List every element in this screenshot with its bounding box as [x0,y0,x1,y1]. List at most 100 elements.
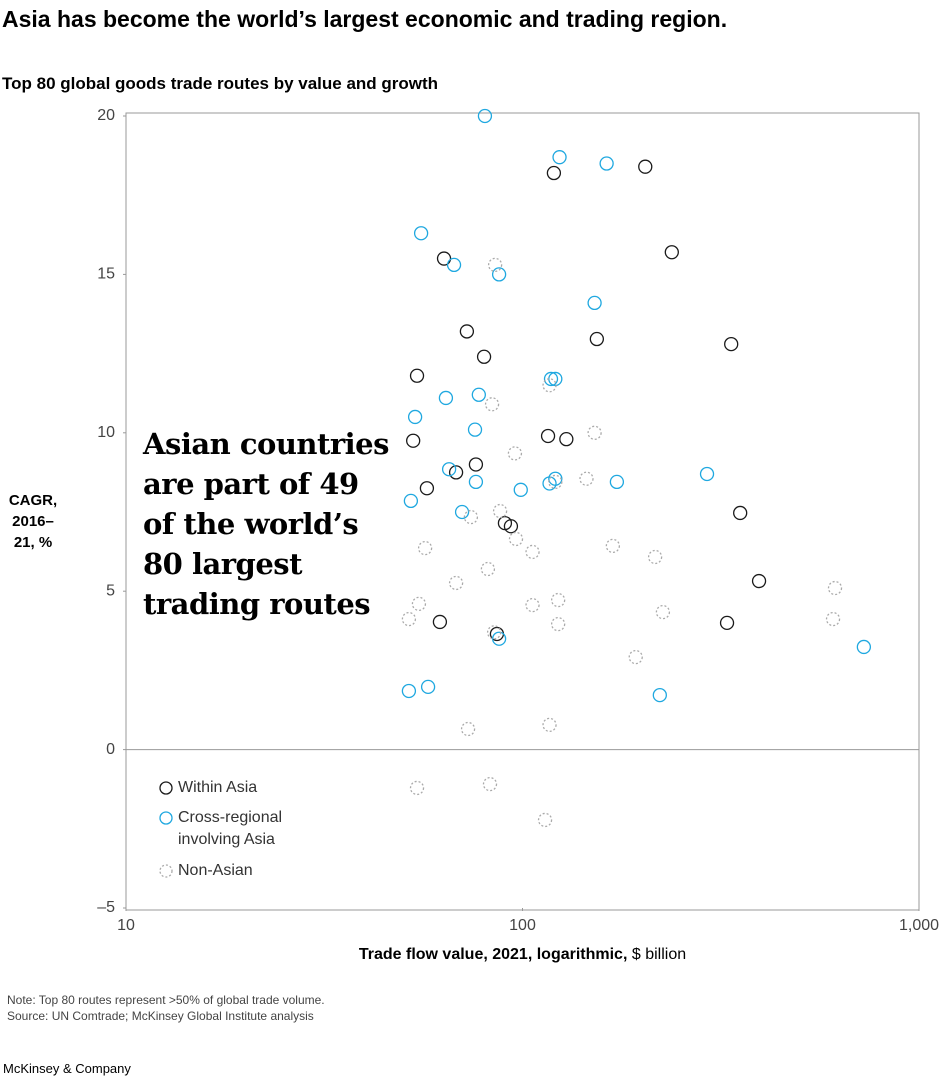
data-point [550,616,566,632]
data-point [647,549,663,565]
y-tick-label: 10 [97,424,115,441]
legend-label: Cross-regional involving Asia [178,809,283,848]
y-tick-label: –5 [97,899,115,916]
data-point [401,611,417,627]
data-point [432,614,448,630]
data-point [438,390,454,406]
legend-label: Within Asia [178,779,258,796]
data-point [417,540,433,556]
data-point [525,544,540,560]
legend-swatch [159,781,173,795]
data-point [468,474,484,490]
data-point [467,422,483,437]
data-point [543,371,559,387]
data-point [507,446,523,461]
data-point [513,482,528,497]
data-point [413,226,429,241]
data-point [480,561,496,577]
data-point [751,573,767,589]
data-point [587,425,602,440]
data-point [492,503,508,519]
data-point [441,462,457,477]
data-point [407,409,423,425]
chart-title: Asia has become the world’s largest econ… [2,6,728,32]
y-tick-label: 15 [97,266,115,283]
data-point [471,387,486,402]
data-point [628,649,643,665]
data-point [486,625,502,640]
data-point [655,604,671,620]
data-point [525,597,540,613]
data-point [406,433,421,448]
annotation: Asian countries are part of 49 of the wo… [143,427,389,621]
data-point [409,368,425,383]
data-point [446,257,462,273]
note: Note: Top 80 routes represent >50% of gl… [7,993,325,1007]
legend-label: Non-Asian [178,862,253,879]
x-tick-label: 10 [117,917,135,934]
data-point [542,476,557,491]
data-point [477,108,493,124]
data-point [664,245,679,260]
data-point [733,505,748,521]
data-point [546,165,562,181]
data-point [508,531,524,547]
data-point [487,257,503,273]
data-point [699,466,715,482]
source: Source: UN Comtrade; McKinsey Global Ins… [7,1009,314,1023]
y-tick-label: 20 [97,107,115,124]
data-point [484,397,500,412]
data-point [719,615,735,631]
data-point [609,474,625,490]
data-point [638,159,653,174]
legend-swatch [159,811,173,825]
data-point [548,474,563,490]
data-point [579,471,594,486]
y-tick-label: 5 [106,582,115,599]
x-axis-label: Trade flow value, 2021, logarithmic, $ b… [126,946,919,964]
data-point [559,431,574,447]
data-point [468,457,484,472]
x-axis-unit: $ billion [631,946,687,963]
data-point [476,349,492,364]
data-point [482,776,498,792]
data-point [401,683,417,699]
data-point [403,493,419,509]
data-point [827,580,843,596]
y-axis-label: CAGR, 2016–21, % [8,492,58,551]
data-point [503,519,519,534]
data-point [419,481,435,496]
data-point [540,428,556,444]
data-point [548,471,563,486]
data-point [454,504,470,520]
data-point [605,538,621,554]
data-point [542,378,557,393]
data-point [542,717,557,733]
data-point [436,251,452,266]
data-point [491,631,507,646]
y-tick-label: 0 [106,741,115,758]
brand: McKinsey & Company [3,1061,131,1076]
data-point [491,267,507,282]
data-point [589,331,605,347]
data-point [652,687,667,703]
data-point [448,465,464,480]
data-point [552,150,567,165]
data-point [825,611,841,627]
x-axis-label-main: Trade flow value, 2021, logarithmic, [358,946,628,963]
data-point [550,592,566,608]
data-point [420,679,436,695]
x-tick-label: 1,000 [899,917,939,934]
data-point [460,721,476,737]
data-point [459,324,475,339]
data-point [463,509,479,525]
data-point [856,639,872,655]
data-point [599,156,614,171]
legend-swatch [159,864,173,878]
data-point [448,575,464,591]
data-point [411,596,427,612]
data-point [537,812,553,828]
x-tick-label: 100 [509,917,536,934]
